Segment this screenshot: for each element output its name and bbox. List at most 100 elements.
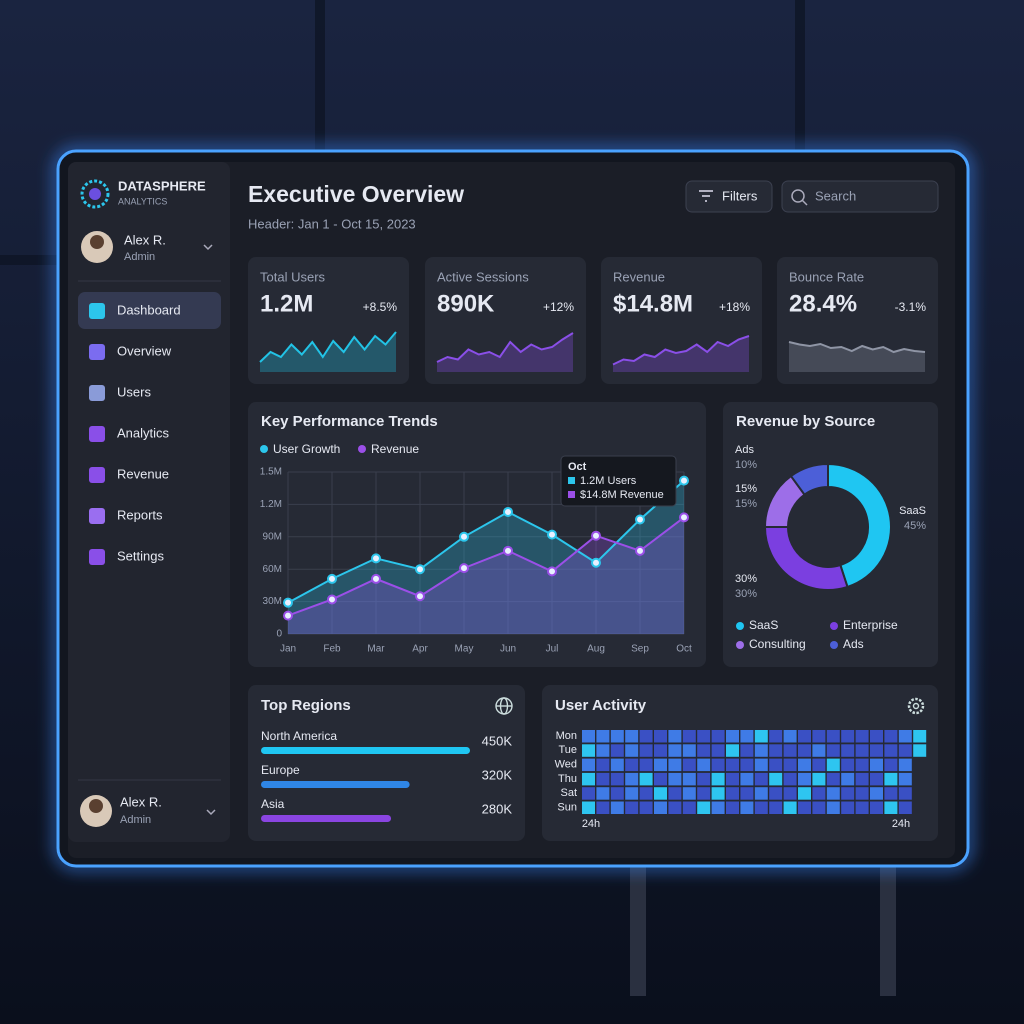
heat-cell [783,730,797,743]
heat-cell [668,744,682,757]
heat-cell [668,772,682,786]
nav-item[interactable]: Overview [89,343,172,360]
donut-slice [789,462,829,497]
heat-cell [711,772,725,786]
x-label: 24h [892,818,910,830]
heat-cell [682,758,696,772]
heat-cell [841,772,855,786]
card-title: Top Regions [261,697,351,714]
heat-cell [596,772,610,786]
nav-item[interactable]: Dashboard [89,302,181,319]
heat-cell [582,787,595,800]
series-area [288,480,684,634]
nav-item[interactable]: Analytics [89,425,170,442]
user-top[interactable]: Alex R. Admin [81,231,213,263]
heat-cell [596,730,610,743]
x-tick-label: May [455,644,474,655]
legend-dot [736,622,744,630]
data-point [503,545,513,556]
chevron [203,244,213,251]
card-title: Revenue by Source [736,413,875,430]
kpi-label: Active Sessions [437,269,529,284]
user-name: Alex R. [120,794,162,809]
heat-cell [783,758,797,772]
heat-cell [754,730,768,743]
card [248,685,525,841]
card [723,402,938,667]
filters-button[interactable]: Filters [685,180,773,213]
heat-cell [826,730,840,743]
tooltip-line: 1.2M Users [580,475,637,487]
nav: Dashboard Overview Users Analytics Revenue Re… [89,302,181,565]
sparkline-area [437,333,573,372]
tooltip-swatch [568,491,575,498]
nav-item[interactable]: Reports [89,507,163,524]
heat-cell [596,744,610,757]
heat-cell [639,787,653,800]
nav-active-bg [78,292,221,329]
heat-cell [754,772,768,786]
heat-cell [639,772,653,786]
heat-cell [639,730,653,743]
heat-cell [668,787,682,800]
user-bottom[interactable]: Alex R. Admin [80,794,216,827]
series-area [288,517,684,634]
y-tick-label: 90M [263,531,282,542]
heat-cell [654,744,667,757]
legend-dot [358,445,366,453]
slice-label: 15% [735,483,757,495]
button-bg [685,180,773,213]
heat-cell [668,758,682,772]
x-tick-label: Apr [412,644,428,655]
search-placeholder: Search [815,188,856,203]
heat-cell [625,801,639,814]
nav-icon [89,549,105,565]
kpi-label: Revenue [613,269,665,284]
nav-item[interactable]: Revenue [89,466,169,483]
row-label: Mon [556,730,577,742]
legend-label: Consulting [749,637,806,651]
globe-icon[interactable] [495,697,513,715]
nav-icon [89,426,105,442]
heat-cell [625,772,639,786]
settings-icon[interactable] [907,697,925,715]
nav-item[interactable]: Users [89,384,151,401]
heat-cell [726,772,739,786]
kpi-change: +18% [719,300,750,314]
region-value: 320K [482,767,513,782]
window-frames [0,0,805,265]
search-icon [791,189,805,203]
region-bar [261,781,410,788]
x-tick-label: Jun [500,644,516,655]
x-label: 24h [582,818,600,830]
heat-cell [826,772,840,786]
nav-icon [89,467,105,483]
heat-cell [855,772,869,786]
legend-label: Revenue [371,442,419,456]
heat-cell [668,801,682,814]
search-box[interactable]: Search [781,180,939,213]
heat-cell [697,744,711,757]
heat-cell [798,744,811,757]
heat-cell [654,772,667,786]
slice-label: 30% [735,573,757,585]
heat-cell [582,772,595,786]
sparkline [259,331,397,363]
data-point [503,506,513,517]
row-label: Sun [557,801,577,813]
heat-cell [855,744,869,757]
data-point [327,573,337,584]
heat-cell [654,801,667,814]
heat-cell [697,730,711,743]
heat-cell [740,801,754,814]
y-tick-label: 60M [263,564,282,575]
heat-cell [740,772,754,786]
user-role: Admin [120,814,151,826]
y-tick-label: 30M [263,596,282,607]
heat-cell [855,787,869,800]
nav-item[interactable]: Settings [89,548,164,565]
heat-cell [870,787,883,800]
data-point [283,597,293,608]
kpi-row: Total Users 1.2M +8.5% Active Sessions 890K +… [248,257,938,384]
heatmap: Mon Tue Wed Thu Sat Sun 24h 24h [555,730,927,830]
